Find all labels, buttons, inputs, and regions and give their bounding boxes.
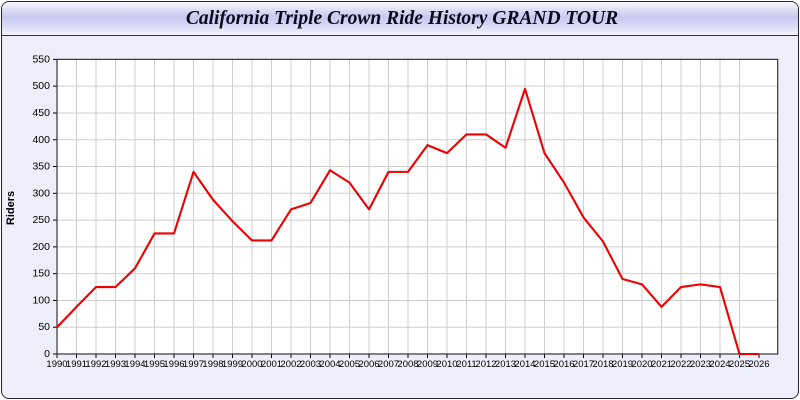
svg-text:2005: 2005 [339, 359, 360, 370]
svg-text:2024: 2024 [709, 359, 730, 370]
svg-text:2010: 2010 [436, 359, 457, 370]
svg-text:200: 200 [32, 241, 50, 253]
svg-text:2004: 2004 [319, 359, 340, 370]
svg-text:400: 400 [32, 134, 50, 146]
svg-text:50: 50 [38, 321, 50, 333]
svg-text:2022: 2022 [670, 359, 691, 370]
svg-text:350: 350 [32, 161, 50, 173]
svg-text:1992: 1992 [85, 359, 106, 370]
svg-text:2023: 2023 [690, 359, 711, 370]
svg-text:2019: 2019 [612, 359, 633, 370]
svg-text:150: 150 [32, 268, 50, 280]
svg-text:1993: 1993 [105, 359, 126, 370]
svg-text:2013: 2013 [495, 359, 516, 370]
svg-text:2020: 2020 [631, 359, 652, 370]
svg-text:1991: 1991 [66, 359, 87, 370]
svg-text:2016: 2016 [553, 359, 574, 370]
svg-text:2017: 2017 [573, 359, 594, 370]
svg-text:2011: 2011 [456, 359, 476, 370]
svg-text:2015: 2015 [534, 359, 555, 370]
svg-text:2018: 2018 [592, 359, 613, 370]
svg-text:1996: 1996 [163, 359, 184, 370]
svg-text:2002: 2002 [280, 359, 301, 370]
svg-text:100: 100 [32, 294, 50, 306]
svg-text:2025: 2025 [729, 359, 750, 370]
svg-text:2012: 2012 [475, 359, 496, 370]
svg-text:1990: 1990 [46, 359, 67, 370]
svg-text:250: 250 [32, 214, 50, 226]
svg-text:550: 550 [32, 53, 50, 65]
svg-text:1997: 1997 [183, 359, 204, 370]
svg-text:450: 450 [32, 107, 50, 119]
svg-text:1994: 1994 [124, 359, 145, 370]
svg-text:2000: 2000 [241, 359, 262, 370]
svg-text:1995: 1995 [144, 359, 165, 370]
svg-text:1998: 1998 [202, 359, 223, 370]
svg-text:2001: 2001 [261, 359, 282, 370]
svg-text:2009: 2009 [417, 359, 438, 370]
svg-text:300: 300 [32, 187, 50, 199]
svg-text:2014: 2014 [514, 359, 535, 370]
svg-text:1999: 1999 [222, 359, 243, 370]
svg-text:2007: 2007 [378, 359, 399, 370]
svg-text:2026: 2026 [748, 359, 769, 370]
svg-text:2003: 2003 [300, 359, 321, 370]
svg-text:2021: 2021 [651, 359, 672, 370]
svg-text:2008: 2008 [397, 359, 418, 370]
svg-text:500: 500 [32, 80, 50, 92]
svg-text:2006: 2006 [358, 359, 379, 370]
